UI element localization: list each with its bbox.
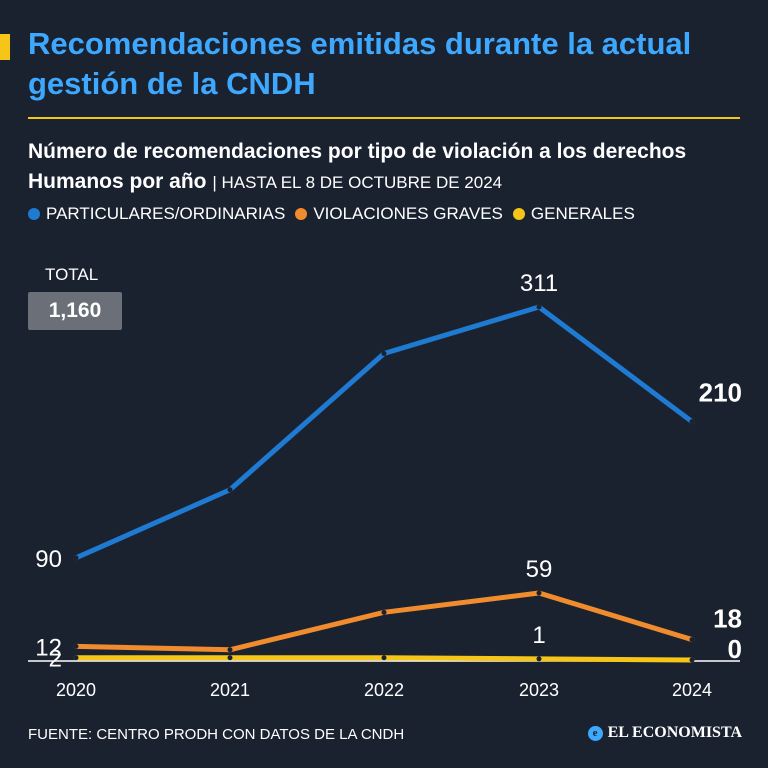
data-point	[73, 643, 79, 649]
legend-label: GENERALES	[530, 204, 635, 223]
legend-label: VIOLACIONES GRAVES	[313, 204, 503, 223]
source-note: FUENTE: CENTRO PRODH CON DATOS DE LA CND…	[28, 726, 405, 743]
legend-dot-icon	[512, 208, 525, 220]
date-note: | HASTA EL 8 DE OCTUBRE DE 2024	[212, 173, 503, 192]
data-point	[536, 590, 542, 596]
data-label: 90	[35, 546, 62, 573]
data-label: 12	[35, 634, 62, 661]
legend-item-generales: GENERALES	[512, 204, 635, 224]
data-label: 210	[699, 378, 742, 408]
subtitle-text: Número de recomendaciones por tipo de vi…	[28, 140, 687, 193]
data-point	[381, 655, 387, 661]
brand-logo: e EL ECONOMISTA	[587, 724, 742, 742]
brand-icon: e	[587, 725, 603, 741]
data-point	[227, 655, 233, 661]
chart-legend: PARTICULARES/ORDINARIAS VIOLACIONES GRAV…	[28, 204, 748, 224]
data-point	[381, 609, 387, 615]
data-label: 0	[728, 634, 742, 664]
x-tick-label: 2024	[672, 680, 712, 700]
data-point	[73, 655, 79, 661]
page-title: Recomendaciones emitidas durante la actu…	[28, 26, 692, 101]
data-label: 311	[520, 270, 558, 297]
data-label: 2	[49, 646, 62, 673]
x-tick-label: 2020	[56, 680, 96, 700]
data-label: 1	[532, 622, 545, 649]
data-point	[227, 487, 233, 493]
brand-name: EL ECONOMISTA	[607, 724, 742, 741]
total-value-badge: 1,160	[28, 292, 122, 330]
data-point	[689, 637, 695, 643]
data-point	[381, 351, 387, 357]
data-point	[536, 304, 542, 310]
legend-label: PARTICULARES/ORDINARIAS	[46, 204, 286, 223]
chart-subtitle: Número de recomendaciones por tipo de vi…	[28, 137, 748, 198]
data-point	[689, 419, 695, 425]
x-tick-label: 2021	[210, 680, 250, 700]
legend-item-graves: VIOLACIONES GRAVES	[295, 204, 503, 224]
total-label: TOTAL	[45, 265, 99, 284]
data-point	[73, 555, 79, 561]
x-tick-label: 2022	[364, 680, 404, 700]
legend-item-particulares: PARTICULARES/ORDINARIAS	[28, 204, 285, 224]
data-point	[536, 656, 542, 662]
data-point	[689, 657, 695, 663]
title-divider	[28, 117, 740, 119]
series-line-0	[73, 304, 695, 561]
legend-dot-icon	[28, 208, 40, 220]
x-tick-label: 2023	[519, 680, 559, 700]
title-accent-bar	[0, 34, 10, 60]
legend-dot-icon	[295, 208, 308, 220]
data-label: 59	[526, 556, 553, 583]
data-point	[227, 647, 233, 653]
series-line-1	[73, 590, 695, 653]
data-label: 18	[713, 604, 742, 634]
